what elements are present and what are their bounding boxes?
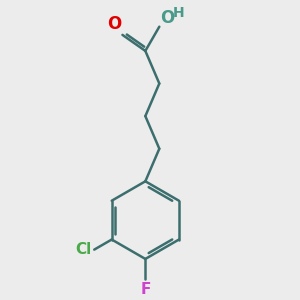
Text: F: F <box>140 282 151 297</box>
Text: O: O <box>160 9 174 27</box>
Text: H: H <box>172 6 184 20</box>
Text: O: O <box>106 15 121 33</box>
Text: Cl: Cl <box>76 242 92 257</box>
